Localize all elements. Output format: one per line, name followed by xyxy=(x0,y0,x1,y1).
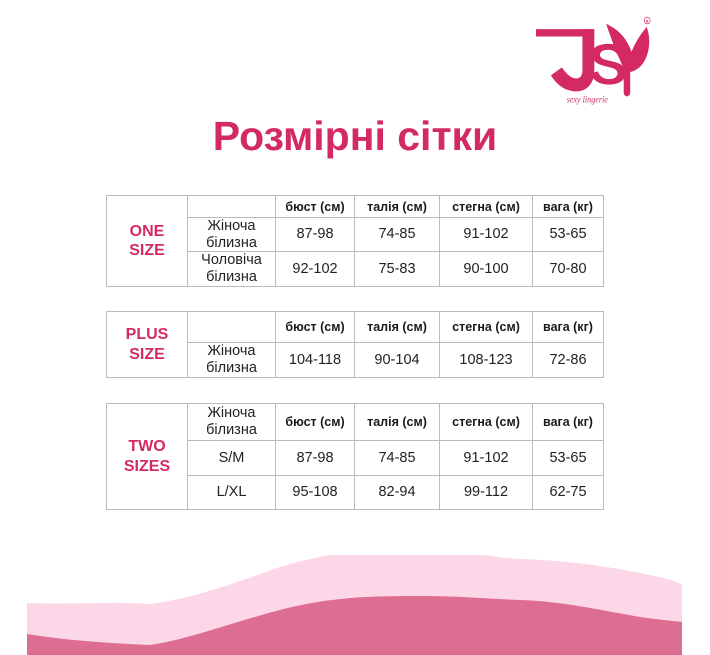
svg-text:R: R xyxy=(646,19,649,23)
svg-text:sexy lingerie: sexy lingerie xyxy=(567,94,608,105)
